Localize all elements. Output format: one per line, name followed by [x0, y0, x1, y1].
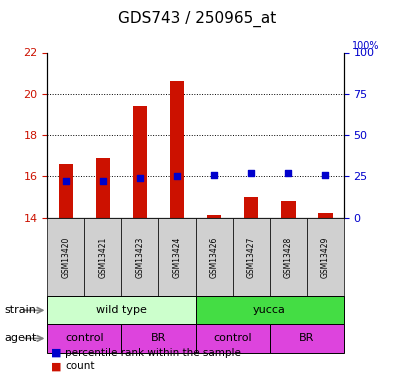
Text: GSM13427: GSM13427	[246, 236, 256, 278]
Text: wild type: wild type	[96, 305, 147, 315]
FancyBboxPatch shape	[47, 324, 122, 352]
FancyBboxPatch shape	[307, 217, 344, 296]
Point	[211, 172, 217, 178]
Text: GSM13429: GSM13429	[321, 236, 330, 278]
Text: ■: ■	[51, 361, 62, 371]
Text: GSM13420: GSM13420	[61, 236, 70, 278]
Bar	[244, 197, 258, 217]
Text: GSM13426: GSM13426	[209, 236, 218, 278]
FancyBboxPatch shape	[122, 324, 196, 352]
Point	[322, 172, 328, 178]
Text: GSM13428: GSM13428	[284, 236, 293, 278]
Bar	[58, 164, 73, 218]
FancyBboxPatch shape	[47, 296, 196, 324]
FancyBboxPatch shape	[122, 217, 158, 296]
FancyBboxPatch shape	[85, 217, 122, 296]
Point	[137, 175, 143, 181]
Text: count: count	[65, 361, 95, 371]
Text: GSM13423: GSM13423	[135, 236, 145, 278]
FancyBboxPatch shape	[269, 324, 344, 352]
FancyBboxPatch shape	[269, 217, 307, 296]
Bar	[96, 158, 110, 218]
Text: GSM13421: GSM13421	[98, 236, 107, 278]
Text: BR: BR	[299, 333, 314, 344]
FancyBboxPatch shape	[196, 324, 269, 352]
Bar	[133, 106, 147, 218]
Text: control: control	[213, 333, 252, 344]
Text: agent: agent	[4, 333, 36, 344]
Text: ■: ■	[51, 348, 62, 358]
Text: control: control	[65, 333, 104, 344]
Text: yucca: yucca	[253, 305, 286, 315]
FancyBboxPatch shape	[47, 217, 85, 296]
FancyBboxPatch shape	[158, 217, 196, 296]
Bar	[169, 81, 184, 218]
Bar	[207, 215, 222, 217]
Point	[100, 178, 106, 184]
Text: 100%: 100%	[352, 40, 379, 51]
FancyBboxPatch shape	[196, 296, 344, 324]
Point	[63, 178, 69, 184]
Point	[248, 170, 254, 176]
Bar	[318, 213, 333, 217]
Text: percentile rank within the sample: percentile rank within the sample	[65, 348, 241, 358]
Text: BR: BR	[151, 333, 166, 344]
Text: strain: strain	[4, 305, 36, 315]
FancyBboxPatch shape	[233, 217, 269, 296]
Text: GDS743 / 250965_at: GDS743 / 250965_at	[118, 11, 276, 27]
Text: GSM13424: GSM13424	[173, 236, 182, 278]
Point	[174, 173, 180, 179]
Point	[285, 170, 291, 176]
FancyBboxPatch shape	[196, 217, 233, 296]
Bar	[281, 201, 295, 217]
